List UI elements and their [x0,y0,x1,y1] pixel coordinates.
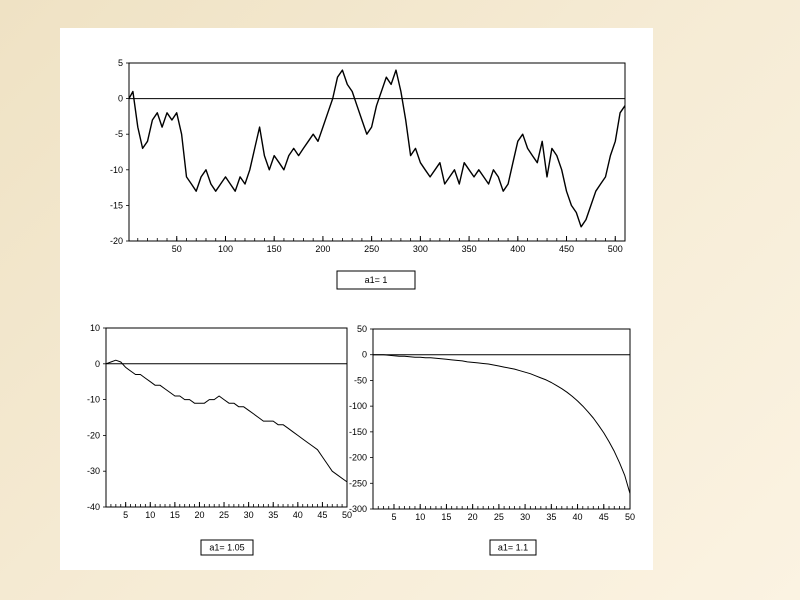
legend-box [200,539,254,556]
series-line [105,359,348,483]
legend-label: a1= 1.1 [498,543,528,553]
x-tick-label: 50 [342,510,352,520]
x-tick-label: 40 [293,510,303,520]
legend-label: a1= 1.05 [209,543,244,553]
x-tick-label: 50 [625,512,635,522]
x-tick-label: 150 [267,244,282,254]
y-tick-label: 50 [357,324,367,334]
x-tick-label: 20 [194,510,204,520]
x-tick-label: 40 [573,512,583,522]
y-tick-label: -150 [349,427,367,437]
y-tick-label: -30 [87,466,100,476]
y-tick-label: 0 [118,94,123,104]
x-tick-label: 500 [608,244,623,254]
x-tick-label: 200 [315,244,330,254]
legend-box [336,270,416,290]
x-tick-label: 5 [391,512,396,522]
y-tick-label: -100 [349,401,367,411]
chart-2: 5 10 15 20 25 30 35 40 45 50 10 0 -10 -20 -30 -40 a1= 1.… [87,323,352,556]
y-tick-label: -5 [115,129,123,139]
x-tick-label: 300 [413,244,428,254]
y-tick-label: 0 [95,359,100,369]
plot-frame [128,62,626,242]
y-tick-label: 10 [90,323,100,333]
plot-frame [372,328,631,510]
x-tick-label: 25 [219,510,229,520]
x-tick-label: 10 [415,512,425,522]
x-tick-label: 50 [172,244,182,254]
y-tick-label: -250 [349,478,367,488]
y-tick-label: 0 [362,350,367,360]
chart-1: 50 100 150 200 250 300 350 400 450 50050-5-10-15-… [110,58,626,290]
charts-canvas: 50 100 150 200 250 300 350 400 450 50050-5-10-15-… [87,58,635,556]
chart-3: 5 10 15 20 25 30 35 40 45 50 50 0 -50 -100 -150 -200 -25… [349,324,635,556]
x-tick-label: 35 [546,512,556,522]
x-tick-label: 15 [170,510,180,520]
x-tick-label: 45 [599,512,609,522]
x-tick-label: 25 [494,512,504,522]
series-line [128,69,626,228]
y-tick-label: -15 [110,200,123,210]
x-tick-label: 400 [510,244,525,254]
figure-panel: 50 100 150 200 250 300 350 400 450 500 5 0 -5 -10 -15-… [60,28,653,570]
x-tick-label: 450 [559,244,574,254]
y-tick-label: -10 [110,165,123,175]
y-tick-label: -50 [354,375,367,385]
legend-label: a1= 1 [365,275,388,285]
y-tick-label: -20 [87,430,100,440]
y-tick-label: -40 [87,502,100,512]
y-tick-label: 5 [118,58,123,68]
x-tick-label: 100 [218,244,233,254]
x-tick-label: 30 [244,510,254,520]
series-line [373,354,631,494]
x-tick-label: 5 [123,510,128,520]
x-tick-label: 30 [520,512,530,522]
y-tick-label: -10 [87,395,100,405]
y-tick-label: -20 [110,236,123,246]
x-tick-label: 35 [268,510,278,520]
legend-box [489,539,537,556]
x-tick-label: 10 [145,510,155,520]
x-tick-label: 350 [462,244,477,254]
x-tick-label: 250 [364,244,379,254]
plot-frame [105,327,348,508]
x-tick-label: 45 [317,510,327,520]
y-tick-label: -300 [349,504,367,514]
x-tick-label: 15 [441,512,451,522]
x-tick-label: 20 [468,512,478,522]
y-tick-label: -200 [349,453,367,463]
